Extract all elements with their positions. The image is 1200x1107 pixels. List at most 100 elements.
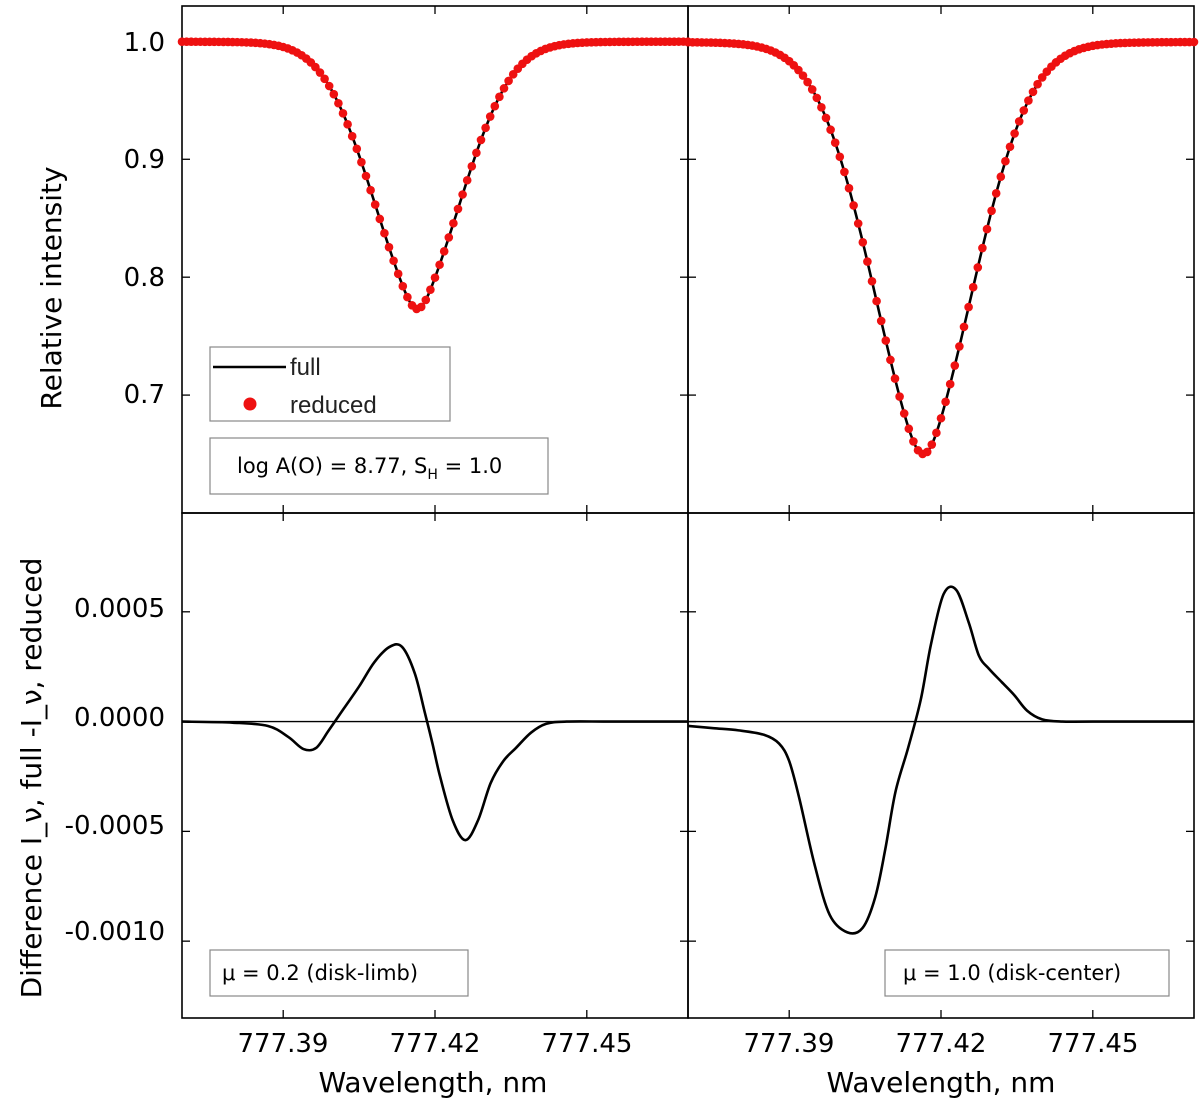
legend-label-full: full [290,354,321,381]
series-marker-reduced [343,120,352,129]
y-tick-label: -0.0010 [65,917,165,947]
series-marker-reduced [872,296,881,306]
series-marker-reduced [476,135,486,145]
series-marker-reduced [508,70,518,79]
series-marker-reduced [826,125,835,135]
series-marker-reduced [1028,87,1038,97]
series-marker-reduced [495,92,504,102]
y-tick-label: 0.0005 [74,594,165,624]
series-marker-reduced [876,316,886,326]
annotation-text: log A(O) = 8.77, SH = 1.0 [237,454,502,483]
x-tick-label: 777.45 [542,1029,633,1059]
x-tick-label: 777.42 [390,1029,481,1059]
x-ticks-left: 777.39 777.42 777.45 [238,1029,633,1059]
panel-frame-top-left [181,5,689,514]
series-marker-reduced [370,200,380,209]
series-line-difference [181,643,688,842]
series-marker-reduced [968,282,978,292]
series-marker-reduced [1001,156,1010,166]
series-marker-reduced [840,167,849,177]
series-line-full [182,40,688,311]
x-axis-title-left: Wavelength, nm [319,1066,548,1099]
series-marker-reduced [338,109,348,118]
series-marker-reduced [1005,142,1015,152]
series-marker-reduced [320,74,329,84]
series-marker-reduced [849,201,858,210]
series-marker-reduced [863,257,872,266]
series-marker-reduced [812,93,822,103]
y-tick-label: -0.0005 [65,811,165,841]
plot-area-top-left [177,6,693,513]
series-marker-reduced [881,336,891,345]
annotation-text: μ = 1.0 (disk-center) [903,961,1121,985]
series-marker-reduced [978,243,987,253]
x-ticks-right: 777.39 777.42 777.45 [744,1029,1139,1059]
series-marker-reduced [357,157,366,167]
series-marker-reduced [899,409,909,418]
legend: full reduced [209,346,451,422]
x-tick-label: 777.39 [238,1029,329,1059]
series-marker-reduced [329,89,339,99]
series-marker-reduced [950,361,960,370]
annotation-disk-limb: μ = 0.2 (disk-limb) [209,949,469,997]
series-marker-reduced [352,144,362,154]
y-tick-label: 1.0 [124,28,165,58]
series-marker-reduced [922,447,932,457]
series-marker-reduced [472,148,481,158]
series-marker-reduced [1019,106,1029,115]
series-marker-reduced [481,123,490,133]
series-marker-reduced [347,131,357,141]
y-ticks-top: 1.0 0.9 0.8 0.7 [124,28,165,410]
annotation-box [209,437,549,495]
series-marker-reduced [375,214,385,224]
series-marker-reduced [430,273,440,282]
series-marker-reduced [324,81,334,91]
series-marker-reduced [334,98,343,108]
series-marker-reduced [844,183,854,193]
series-marker-reduced [398,281,408,291]
series-marker-reduced [504,76,513,86]
series-marker-reduced [485,112,495,121]
series-marker-reduced [380,228,389,238]
x-tick-label: 777.45 [1048,1029,1139,1059]
y-tick-label: 0.0000 [74,703,165,733]
series-marker-reduced [987,206,996,216]
series-marker-reduced [458,190,467,199]
y-axis-title-top: Relative intensity [35,166,68,409]
series-marker-reduced [936,413,946,423]
series-marker-reduced [1010,129,1019,138]
annotation-box [209,949,469,997]
series-marker-reduced [1189,37,1199,47]
series-marker-reduced [927,440,937,449]
y-axis-title-bottom: Difference I_ν, full -I_ν, reduced [15,558,48,999]
series-marker-reduced [798,71,808,80]
panel-frame-bottom-right [687,512,1195,1019]
series-marker-reduced [996,172,1006,182]
series-marker-reduced [435,260,444,270]
series-marker-reduced [366,185,375,195]
series-marker-reduced [890,374,900,383]
annotation-abundance: log A(O) = 8.77, SH = 1.0 [209,437,549,495]
series-marker-reduced [867,276,877,286]
series-marker-reduced [490,101,500,111]
series-marker-reduced [453,204,463,214]
plot-area-bottom-right [687,513,1194,1018]
series-marker-reduced [1014,117,1024,126]
series-marker-reduced [817,103,826,112]
series-marker-reduced [973,263,983,272]
series-marker-reduced [853,219,863,228]
series-marker-reduced [964,302,973,312]
series-marker-reduced [403,292,412,302]
series-marker-reduced [955,342,964,351]
plot-area-bottom-left [181,513,688,1018]
y-tick-label: 0.9 [124,145,165,175]
series-marker-reduced [426,285,435,294]
series-line-full [687,40,1195,456]
annotation-text: μ = 0.2 (disk-limb) [222,961,418,985]
series-marker-reduced [467,161,477,171]
series-marker-reduced [1037,73,1047,82]
panel-frame-bottom-left [181,512,689,1019]
series-marker-reduced [384,242,394,252]
series-marker-reduced [393,269,403,279]
series-marker-reduced [991,188,1001,198]
